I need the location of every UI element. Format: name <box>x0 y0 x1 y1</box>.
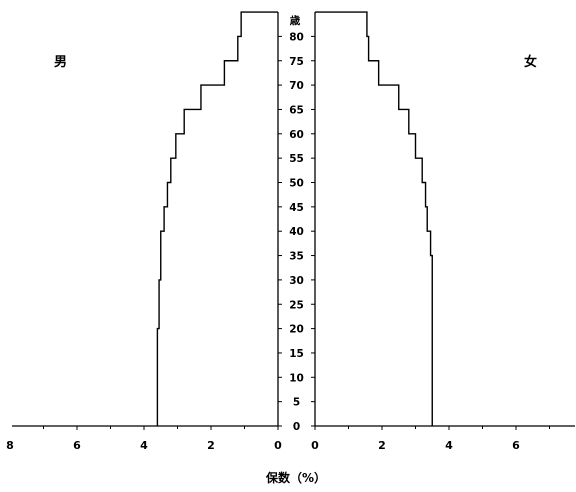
male-step-line <box>156 11 278 426</box>
male-x-tick-label-4: 4 <box>140 439 148 452</box>
age-tick-label-35: 35 <box>289 251 304 263</box>
x-axis-title: 保数（%） <box>265 470 326 485</box>
female-x-tick-label-4: 4 <box>445 439 453 452</box>
age-tick-label-60: 60 <box>289 129 304 141</box>
male-x-tick-label-8: 8 <box>6 439 14 452</box>
male-panel-label: 男 <box>54 55 67 70</box>
male-x-tick-label-0: 0 <box>274 439 282 452</box>
age-tick-label-65: 65 <box>289 104 304 116</box>
age-tick-label-40: 40 <box>289 226 304 238</box>
age-tick-label-5: 5 <box>293 397 300 409</box>
age-tick-label-10: 10 <box>289 372 304 384</box>
female-step-line <box>315 11 433 426</box>
female-x-tick-label-6: 6 <box>512 439 520 452</box>
chart-axes <box>12 12 575 427</box>
age-unit-label: 歳 <box>290 14 301 27</box>
male-x-tick-label-2: 2 <box>207 439 215 452</box>
female-x-tick-label-0: 0 <box>311 439 319 452</box>
age-tick-label-50: 50 <box>289 178 304 190</box>
female-x-tick-label-2: 2 <box>378 439 386 452</box>
male-x-tick-label-6: 6 <box>73 439 81 452</box>
age-tick-label-0: 0 <box>293 421 300 433</box>
age-tick-label-15: 15 <box>289 348 304 360</box>
age-tick-label-30: 30 <box>289 275 304 287</box>
age-tick-label-70: 70 <box>289 80 304 92</box>
age-tick-label-75: 75 <box>289 56 304 68</box>
age-tick-label-80: 80 <box>289 31 304 43</box>
chart-series <box>156 11 433 426</box>
female-panel-label: 女 <box>524 54 537 70</box>
age-tick-label-55: 55 <box>289 153 304 165</box>
age-tick-label-45: 45 <box>289 202 304 214</box>
age-tick-label-20: 20 <box>289 324 304 336</box>
age-tick-label-25: 25 <box>289 299 304 311</box>
